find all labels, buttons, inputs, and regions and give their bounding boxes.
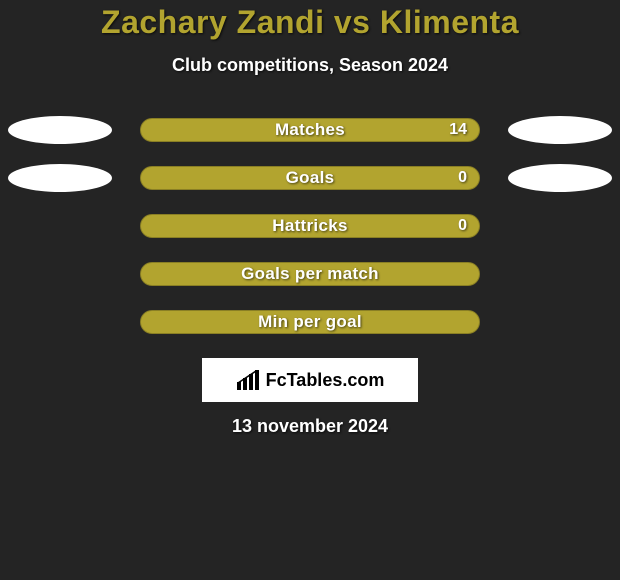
left-marker — [8, 164, 112, 192]
stat-label: Goals — [286, 168, 335, 188]
right-marker — [508, 116, 612, 144]
page-title: Zachary Zandi vs Klimenta — [0, 4, 620, 41]
stat-row: Goals 0 — [0, 166, 620, 190]
logo-text: FcTables.com — [266, 370, 385, 391]
stat-bar: Hattricks 0 — [140, 214, 480, 238]
stat-bar: Matches 14 — [140, 118, 480, 142]
stat-value: 0 — [458, 169, 467, 187]
stat-row: Hattricks 0 — [0, 214, 620, 238]
left-marker — [8, 116, 112, 144]
stat-rows: Matches 14 Goals 0 Hattricks 0 Goals per match… — [0, 118, 620, 334]
stat-row: Goals per match — [0, 262, 620, 286]
logo-badge: FcTables.com — [202, 358, 418, 402]
stat-value: 14 — [449, 121, 467, 139]
right-marker — [508, 164, 612, 192]
comparison-infographic: Zachary Zandi vs Klimenta Club competiti… — [0, 0, 620, 437]
stat-label: Hattricks — [272, 216, 347, 236]
stat-row: Min per goal — [0, 310, 620, 334]
stat-value: 0 — [458, 217, 467, 235]
bars-icon — [236, 370, 260, 390]
stat-label: Goals per match — [241, 264, 379, 284]
subtitle: Club competitions, Season 2024 — [0, 55, 620, 76]
stat-bar: Min per goal — [140, 310, 480, 334]
date-text: 13 november 2024 — [0, 416, 620, 437]
stat-label: Min per goal — [258, 312, 362, 332]
stat-row: Matches 14 — [0, 118, 620, 142]
stat-bar: Goals 0 — [140, 166, 480, 190]
stat-label: Matches — [275, 120, 345, 140]
stat-bar: Goals per match — [140, 262, 480, 286]
